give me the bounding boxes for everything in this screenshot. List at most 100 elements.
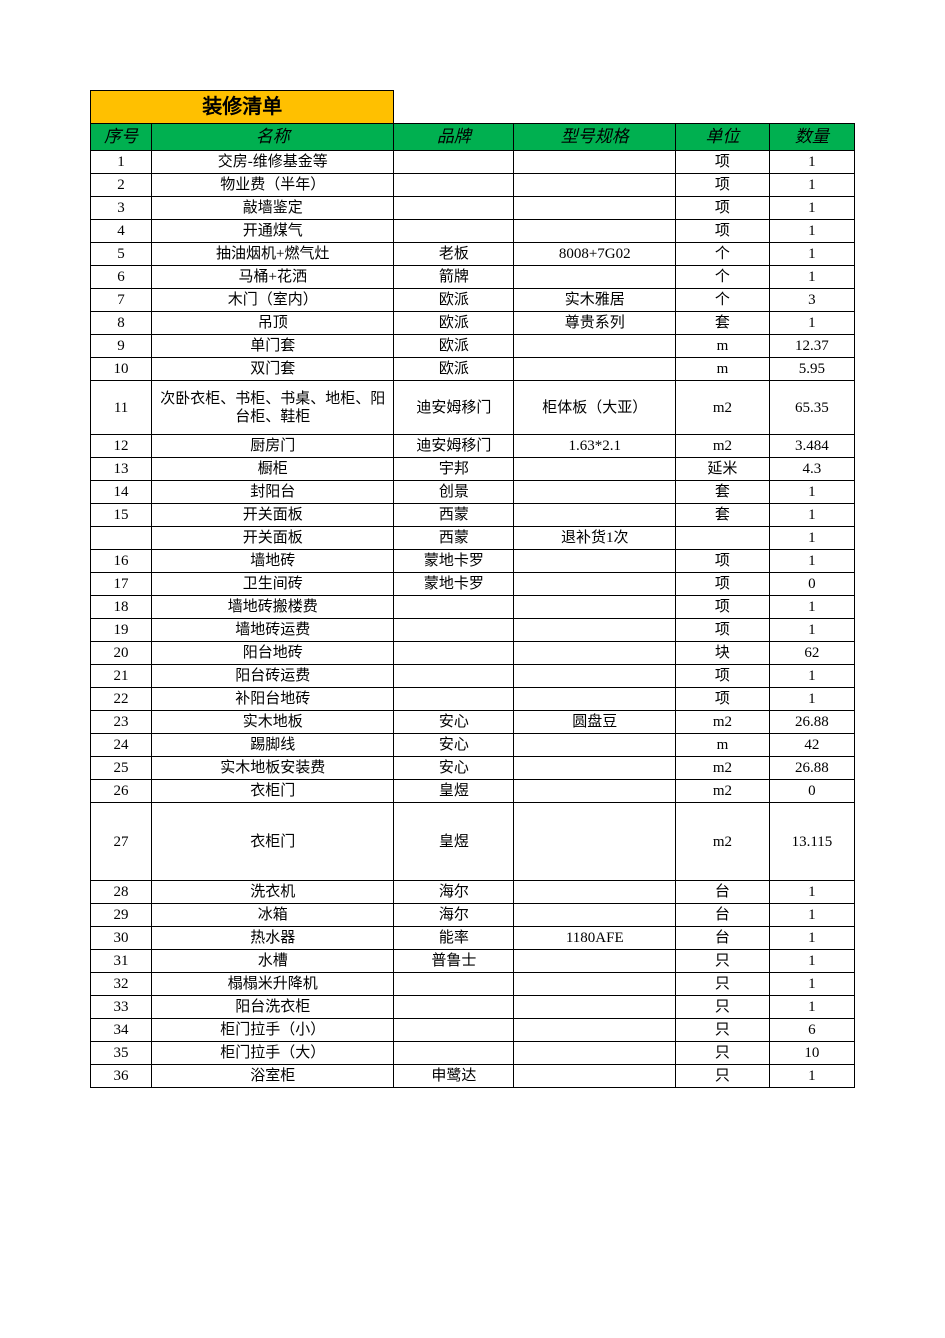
cell-qty: 26.88 <box>769 757 854 780</box>
cell-brand: 能率 <box>394 927 514 950</box>
title-blank <box>675 91 769 124</box>
table-row: 33阳台洗衣柜只1 <box>91 996 855 1019</box>
cell-unit: 项 <box>675 688 769 711</box>
cell-brand: 安心 <box>394 711 514 734</box>
cell-brand: 海尔 <box>394 904 514 927</box>
cell-name: 补阳台地砖 <box>152 688 394 711</box>
cell-unit: 只 <box>675 1019 769 1042</box>
cell-qty: 1 <box>769 504 854 527</box>
cell-name: 浴室柜 <box>152 1065 394 1088</box>
title-row: 装修清单 <box>91 91 855 124</box>
cell-qty: 12.37 <box>769 335 854 358</box>
cell-qty: 1 <box>769 904 854 927</box>
cell-qty: 1 <box>769 151 854 174</box>
cell-unit: 套 <box>675 504 769 527</box>
cell-name: 封阳台 <box>152 481 394 504</box>
table-row: 30热水器能率1180AFE台1 <box>91 927 855 950</box>
cell-name: 开通煤气 <box>152 220 394 243</box>
table-row: 29冰箱海尔台1 <box>91 904 855 927</box>
cell-qty: 13.115 <box>769 803 854 881</box>
cell-spec: 实木雅居 <box>514 289 676 312</box>
cell-spec <box>514 688 676 711</box>
cell-name: 冰箱 <box>152 904 394 927</box>
cell-name: 卫生间砖 <box>152 573 394 596</box>
table-row: 3敲墙鉴定项1 <box>91 197 855 220</box>
cell-spec <box>514 803 676 881</box>
cell-brand: 欧派 <box>394 289 514 312</box>
cell-seq: 4 <box>91 220 152 243</box>
cell-unit: 个 <box>675 289 769 312</box>
cell-seq: 28 <box>91 881 152 904</box>
cell-brand: 西蒙 <box>394 504 514 527</box>
cell-name: 吊顶 <box>152 312 394 335</box>
cell-unit: 台 <box>675 904 769 927</box>
cell-qty: 1 <box>769 266 854 289</box>
cell-name: 马桶+花洒 <box>152 266 394 289</box>
cell-spec <box>514 335 676 358</box>
cell-unit: 个 <box>675 266 769 289</box>
cell-spec <box>514 596 676 619</box>
cell-name: 实木地板安装费 <box>152 757 394 780</box>
cell-seq: 5 <box>91 243 152 266</box>
cell-unit: m <box>675 358 769 381</box>
cell-unit: 只 <box>675 950 769 973</box>
renovation-table-sheet: 装修清单 序号 名称 品牌 型号规格 单位 数量 1交房-维修基金等项12物业费… <box>90 90 855 1088</box>
cell-unit: m2 <box>675 381 769 435</box>
cell-name: 橱柜 <box>152 458 394 481</box>
cell-brand: 安心 <box>394 734 514 757</box>
table-row: 26衣柜门皇煜m20 <box>91 780 855 803</box>
cell-brand <box>394 151 514 174</box>
cell-qty: 3 <box>769 289 854 312</box>
table-row: 12厨房门迪安姆移门1.63*2.1m23.484 <box>91 435 855 458</box>
table-row: 9单门套欧派m12.37 <box>91 335 855 358</box>
cell-seq: 27 <box>91 803 152 881</box>
cell-spec <box>514 197 676 220</box>
table-row: 14封阳台创景套1 <box>91 481 855 504</box>
cell-name: 水槽 <box>152 950 394 973</box>
table-row: 15开关面板西蒙套1 <box>91 504 855 527</box>
cell-seq: 24 <box>91 734 152 757</box>
cell-qty: 1 <box>769 619 854 642</box>
col-header-spec: 型号规格 <box>514 124 676 151</box>
cell-seq: 26 <box>91 780 152 803</box>
table-row: 22补阳台地砖项1 <box>91 688 855 711</box>
cell-name: 踢脚线 <box>152 734 394 757</box>
cell-spec: 柜体板（大亚） <box>514 381 676 435</box>
cell-spec <box>514 458 676 481</box>
cell-seq: 20 <box>91 642 152 665</box>
cell-name: 双门套 <box>152 358 394 381</box>
cell-brand <box>394 688 514 711</box>
table-row: 开关面板西蒙退补货1次1 <box>91 527 855 550</box>
cell-seq: 33 <box>91 996 152 1019</box>
cell-spec <box>514 1042 676 1065</box>
cell-unit <box>675 527 769 550</box>
cell-seq: 15 <box>91 504 152 527</box>
table-row: 17卫生间砖蒙地卡罗项0 <box>91 573 855 596</box>
cell-unit: 项 <box>675 197 769 220</box>
cell-name: 物业费（半年） <box>152 174 394 197</box>
cell-spec <box>514 642 676 665</box>
cell-spec: 尊贵系列 <box>514 312 676 335</box>
col-header-name: 名称 <box>152 124 394 151</box>
cell-name: 柜门拉手（大） <box>152 1042 394 1065</box>
cell-name: 开关面板 <box>152 527 394 550</box>
table-row: 4开通煤气项1 <box>91 220 855 243</box>
table-row: 7木门（室内）欧派实木雅居个3 <box>91 289 855 312</box>
cell-seq: 22 <box>91 688 152 711</box>
cell-brand <box>394 596 514 619</box>
table-row: 35柜门拉手（大）只10 <box>91 1042 855 1065</box>
cell-unit: m2 <box>675 780 769 803</box>
cell-spec <box>514 550 676 573</box>
cell-brand <box>394 1042 514 1065</box>
cell-seq: 17 <box>91 573 152 596</box>
cell-brand: 宇邦 <box>394 458 514 481</box>
cell-seq: 35 <box>91 1042 152 1065</box>
cell-unit: 块 <box>675 642 769 665</box>
cell-brand: 创景 <box>394 481 514 504</box>
cell-brand: 箭牌 <box>394 266 514 289</box>
cell-unit: m2 <box>675 757 769 780</box>
cell-name: 次卧衣柜、书柜、书桌、地柜、阳台柜、鞋柜 <box>152 381 394 435</box>
cell-brand <box>394 996 514 1019</box>
cell-brand: 迪安姆移门 <box>394 381 514 435</box>
col-header-unit: 单位 <box>675 124 769 151</box>
